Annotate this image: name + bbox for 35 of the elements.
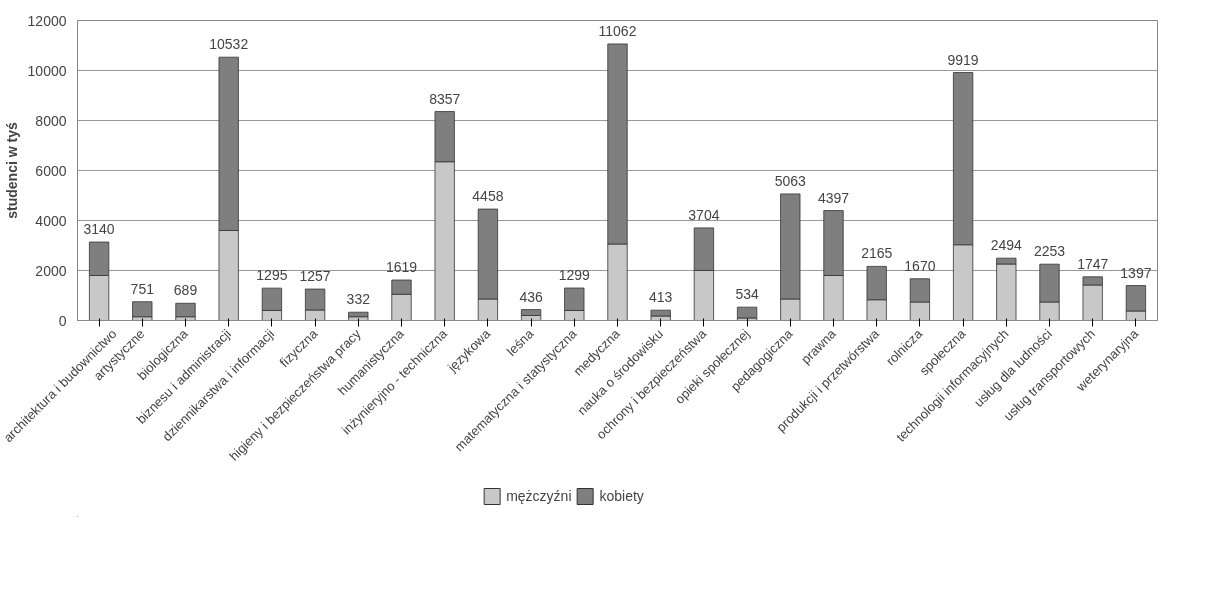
- total-label: 2165: [861, 245, 893, 262]
- total-label: 3140: [83, 221, 115, 237]
- total-label: 1295: [256, 267, 288, 284]
- total-label: 4397: [817, 189, 850, 206]
- total-label: 10532: [209, 36, 249, 53]
- total-label: 3704: [688, 206, 720, 223]
- total-label: 751: [130, 280, 155, 297]
- total-label: 332: [346, 291, 371, 308]
- y-tick-label: 2000: [35, 262, 67, 279]
- total-label: 1257: [299, 268, 331, 285]
- total-label: 4458: [472, 188, 504, 205]
- y-tick-label: 0: [58, 312, 67, 329]
- total-label: 689: [173, 282, 198, 299]
- y-tick-label: 4000: [35, 212, 67, 229]
- total-label: 5063: [774, 172, 807, 189]
- total-label: 1397: [1120, 264, 1152, 281]
- y-tick-label: 10000: [27, 62, 67, 79]
- y-tick-label: 12000: [27, 12, 67, 29]
- total-label: 9919: [947, 51, 979, 68]
- total-label: 1670: [904, 257, 936, 274]
- total-label: 11062: [598, 22, 637, 39]
- total-label: 413: [649, 289, 673, 306]
- total-label: 2253: [1033, 243, 1066, 260]
- total-label: 1619: [385, 259, 418, 276]
- total-label: 2494: [990, 237, 1023, 254]
- total-label: 1747: [1077, 255, 1109, 272]
- legend-label: mężczyźni: [506, 488, 572, 504]
- total-label: 1299: [558, 267, 591, 284]
- y-tick-label: 6000: [35, 162, 67, 179]
- legend-label: kobiety: [599, 488, 644, 504]
- y-tick-label: 8000: [35, 112, 67, 129]
- total-label: 436: [519, 288, 543, 305]
- total-label: 8357: [429, 90, 461, 107]
- total-label: 534: [735, 286, 759, 303]
- y-axis-title: studenci w tyś: [3, 122, 20, 219]
